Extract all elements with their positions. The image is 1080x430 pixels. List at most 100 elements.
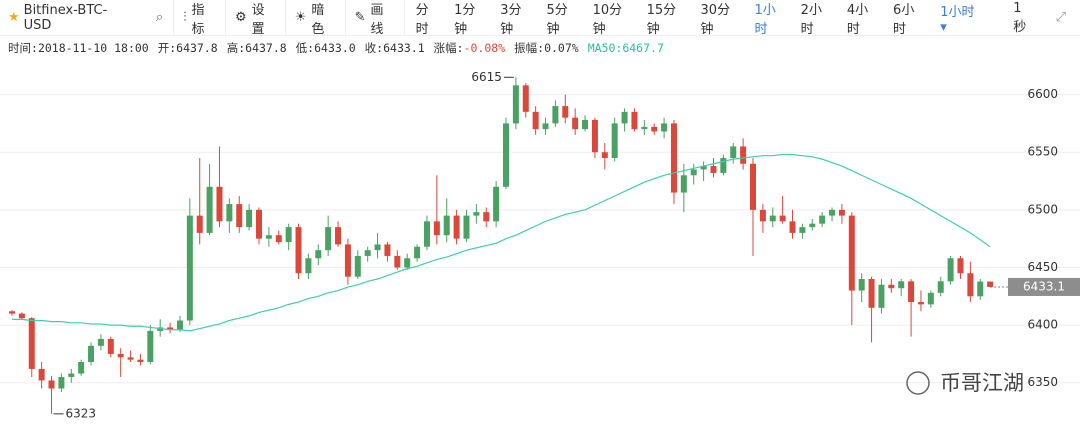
candle-body	[354, 255, 361, 277]
candle-body	[117, 353, 124, 358]
candle-body	[700, 166, 707, 170]
candle-body	[868, 279, 875, 308]
candle-body	[898, 281, 905, 289]
label: 暗色	[311, 2, 325, 37]
candle-body	[473, 212, 480, 216]
candle-body	[789, 221, 796, 233]
candle-body	[206, 186, 213, 233]
intervals: 分时 1分钟 3分钟 5分钟 10分钟 15分钟 30分钟 1小时 2小时 4小时 6小时	[405, 0, 933, 37]
info-item: 振幅:0.07%	[514, 41, 579, 55]
candle-body	[216, 186, 223, 222]
candle-body	[838, 209, 845, 216]
candle-body	[621, 111, 628, 124]
candle-body	[937, 281, 944, 293]
candle-body	[58, 376, 65, 389]
info-item: 涨幅:-0.08%	[434, 41, 505, 55]
interval-button[interactable]: 分时	[415, 2, 429, 37]
dark-button[interactable]: ☀ 暗色	[286, 0, 346, 37]
watermark-icon	[906, 371, 930, 395]
interval-button[interactable]: 3分钟	[500, 2, 522, 37]
settings-button[interactable]: ⚙ 设置	[226, 0, 286, 37]
candle-body	[710, 166, 717, 173]
candle-body	[295, 227, 302, 274]
icon: ☀	[294, 10, 307, 25]
candle-body	[532, 111, 539, 130]
interval-button[interactable]: 10分钟	[592, 2, 623, 37]
watermark: 币哥江湖	[940, 371, 1024, 395]
interval-dropdown[interactable]: 1小时 ▾	[940, 4, 975, 35]
candle-body	[404, 258, 411, 268]
info-item: 高:6437.8	[227, 41, 287, 55]
candle-body	[572, 117, 579, 130]
info-value: 0.07%	[544, 41, 579, 55]
candle-body	[137, 359, 144, 362]
interval-button[interactable]: 5分钟	[546, 2, 568, 37]
y-tick-label: 6600	[1027, 87, 1058, 101]
candle-body	[908, 281, 915, 303]
interval-button[interactable]: 30分钟	[700, 2, 731, 37]
candle-body	[878, 284, 885, 308]
candle-body	[88, 345, 95, 362]
draw-button[interactable]: ✎ 画线	[346, 0, 405, 37]
info-item: MA50:6467.7	[588, 41, 664, 55]
candle-body	[325, 227, 332, 251]
candle-body	[226, 204, 233, 222]
info-item: 收:6433.1	[365, 41, 425, 55]
candle-body	[414, 246, 421, 259]
info-bar: 时间:2018-11-10 18:00 开: 6437.8 高:6437.8 低:643…	[8, 40, 673, 56]
candle-body	[759, 209, 766, 222]
info-label: 低:	[295, 41, 315, 55]
candle-body	[256, 209, 262, 239]
candle-body	[38, 368, 45, 381]
y-tick-label: 6500	[1027, 202, 1058, 216]
y-tick-label: 6400	[1027, 318, 1058, 332]
candle-body	[147, 330, 154, 362]
symbol-selector[interactable]: ★ Bitfinex-BTC-USD ⌕	[0, 0, 175, 36]
candle-body	[483, 212, 490, 222]
y-tick-label: 6350	[1027, 375, 1058, 389]
interval-button[interactable]: 1小时	[754, 2, 776, 37]
candle-body	[493, 186, 500, 222]
candle-body	[186, 215, 193, 321]
info-item: 低:6433.0	[296, 41, 356, 55]
candle-body	[433, 221, 440, 236]
candle-body	[315, 250, 322, 259]
search-icon[interactable]: ⌕	[155, 10, 164, 25]
candle-body	[107, 338, 114, 354]
candle-body	[631, 111, 638, 130]
speed[interactable]: 1秒	[1013, 0, 1027, 35]
candle-body	[848, 215, 855, 291]
candle-body	[888, 284, 895, 289]
candle-body	[68, 373, 75, 377]
interval-button[interactable]: 1分钟	[454, 2, 476, 37]
current-price-label: 6433.1	[1023, 279, 1065, 293]
candle-body	[769, 215, 776, 222]
interval-button[interactable]: 2小时	[800, 2, 822, 37]
candle-body	[384, 244, 391, 256]
label: 指标	[191, 2, 205, 37]
interval-button[interactable]: 6小时	[893, 2, 915, 37]
icon: ⫶	[183, 10, 187, 25]
info-label: 开:	[157, 41, 177, 55]
candle-body	[858, 279, 865, 291]
info-label: 涨幅:	[433, 41, 464, 55]
info-item: 时间:2018-11-10 18:00	[8, 41, 149, 55]
candle-body	[542, 123, 549, 130]
interval-button[interactable]: 4小时	[846, 2, 869, 37]
info-label: 收:	[364, 41, 384, 55]
candle-body	[167, 327, 174, 330]
current-price-box	[1008, 277, 1080, 296]
interval-button[interactable]: 15分钟	[646, 2, 677, 37]
candle-body	[661, 123, 668, 132]
annotation-label: 6615	[471, 70, 502, 84]
info-value: 6437.8	[245, 41, 287, 55]
candle-body	[265, 235, 272, 239]
candle-body	[779, 215, 786, 222]
candle-body	[443, 215, 450, 236]
indicator-button[interactable]: ⫶ 指标	[174, 0, 226, 37]
toolbar: ★ Bitfinex-BTC-USD ⌕ ⫶ 指标 ⚙ 设置 ☀ 暗色 ✎ 画线 分时 1分钟…	[0, 0, 1080, 37]
info-label: MA50:	[587, 41, 623, 55]
fullscreen-icon[interactable]: ⤢	[1055, 10, 1066, 25]
candle-body	[987, 281, 994, 287]
